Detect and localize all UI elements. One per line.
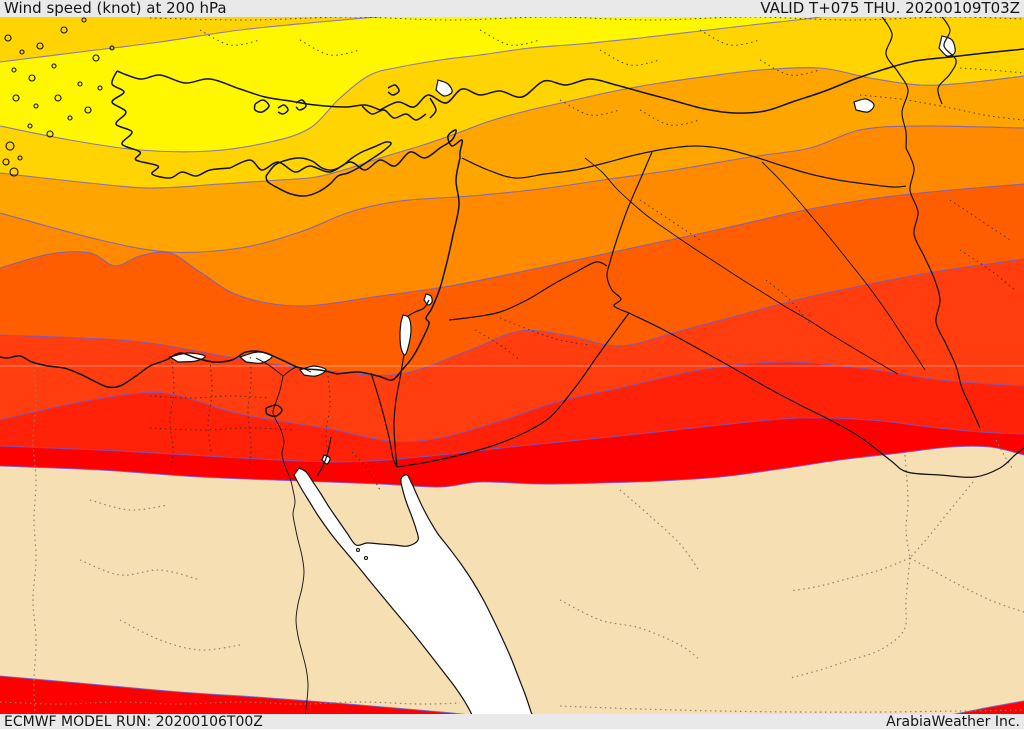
- river: [584, 157, 899, 375]
- contour-line-orange: [0, 125, 1024, 253]
- island: [97, 85, 103, 91]
- contour-line-bright-red: [0, 445, 1024, 488]
- island: [363, 555, 369, 561]
- contour-line-red-orange: [0, 361, 1024, 443]
- island: [28, 74, 36, 82]
- water-body: [435, 79, 453, 97]
- coastline: [387, 84, 400, 96]
- coastline: [379, 48, 1024, 114]
- country-border: [937, 13, 957, 105]
- coastline: [429, 97, 437, 119]
- coastline: [336, 157, 461, 381]
- water-body: [853, 98, 875, 113]
- contour-line-dark-orange: [0, 183, 1024, 307]
- valid-time-label: VALID T+075 THU. 20200109T03Z: [760, 0, 1020, 17]
- country-border: [562, 312, 630, 404]
- island: [92, 54, 100, 62]
- contour-line-gold: [0, 67, 1024, 189]
- country-border: [448, 261, 608, 321]
- island: [81, 17, 87, 23]
- header-bar: Wind speed (knot) at 200 hPa VALID T+075…: [0, 0, 1024, 17]
- water-body: [423, 293, 433, 306]
- island: [9, 167, 19, 177]
- island: [4, 34, 12, 42]
- water-body: [293, 467, 540, 729]
- island: [109, 45, 115, 51]
- coastline: [265, 404, 283, 417]
- island: [77, 81, 83, 87]
- coastline: [111, 70, 231, 179]
- island: [12, 94, 20, 102]
- country-border: [879, 13, 909, 149]
- footer-bar: ECMWF MODEL RUN: 20200106T00Z ArabiaWeat…: [0, 714, 1024, 729]
- country-border: [396, 402, 564, 468]
- contour-line-orange-red: [0, 258, 1024, 376]
- island: [17, 155, 23, 161]
- island: [5, 141, 15, 151]
- coastline: [265, 141, 392, 197]
- island: [11, 67, 17, 73]
- island: [33, 103, 39, 109]
- island: [54, 94, 62, 102]
- model-run-label: ECMWF MODEL RUN: 20200106T00Z: [4, 713, 263, 730]
- coastline: [116, 70, 381, 111]
- contour-line-red: [0, 417, 1024, 463]
- coastline: [277, 104, 289, 115]
- island: [2, 158, 10, 166]
- river: [255, 357, 284, 377]
- coastline: [295, 99, 307, 111]
- country-border: [606, 151, 653, 314]
- island: [27, 123, 33, 129]
- island: [51, 63, 57, 69]
- island: [19, 49, 25, 55]
- country-border: [393, 354, 405, 468]
- river: [272, 375, 309, 729]
- contour-line-jet-core-yellow: [0, 0, 910, 153]
- island: [36, 42, 44, 50]
- water-body: [399, 314, 412, 356]
- country-border: [316, 436, 332, 477]
- country-border: [407, 299, 430, 317]
- coastline: [253, 99, 270, 113]
- coastline: [0, 350, 338, 389]
- river: [761, 161, 926, 371]
- coastline: [229, 129, 464, 173]
- island: [60, 26, 68, 34]
- island: [67, 115, 73, 121]
- country-border: [628, 312, 1024, 478]
- island: [46, 130, 54, 138]
- country-border: [370, 372, 398, 468]
- country-border: [461, 145, 907, 188]
- map-title: Wind speed (knot) at 200 hPa: [4, 0, 227, 17]
- water-body: [938, 35, 956, 57]
- island: [84, 106, 92, 114]
- country-border: [905, 147, 981, 429]
- island: [355, 547, 361, 553]
- coastline: [361, 105, 427, 121]
- attribution-label: ArabiaWeather Inc.: [886, 713, 1020, 730]
